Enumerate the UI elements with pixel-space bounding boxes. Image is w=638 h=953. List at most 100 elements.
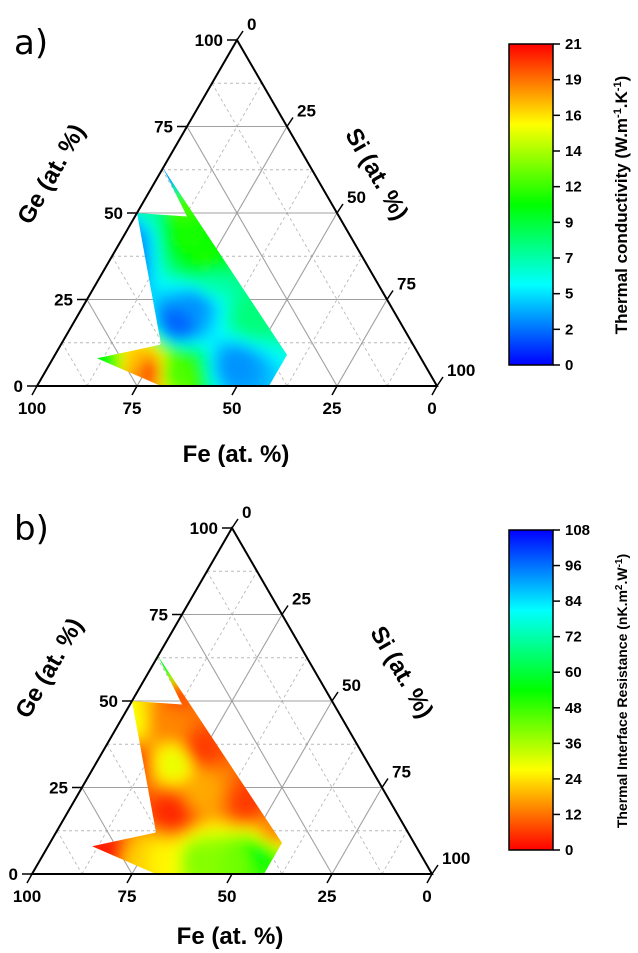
ge-tick-label: 25	[54, 291, 73, 310]
fe-tick-mark	[131, 385, 138, 396]
colorbar-tick-label: 60	[565, 664, 582, 681]
ternary-ticks-b: 100 0 0 75 25 25 50 50 50 25 75 75 0 100 100	[9, 503, 471, 906]
si-tick-mark	[436, 376, 444, 387]
si-tick-mark	[386, 290, 394, 300]
fe-tick-mark	[431, 385, 438, 396]
colorbar-b	[508, 529, 554, 851]
si-tick-mark	[431, 864, 439, 875]
si-tick-label: 75	[392, 763, 411, 782]
ge-tick-label: 50	[99, 692, 118, 711]
si-tick-mark	[281, 605, 289, 615]
colorbar-tick-label: 14	[565, 143, 582, 160]
colorbar-tick-label: 12	[565, 179, 582, 196]
contour-region-a	[97, 168, 287, 386]
colorbar-tick-label: 5	[565, 286, 573, 303]
fe-tick-mark	[231, 385, 238, 396]
colorbar-a	[508, 43, 554, 366]
colorbar-tick-label: 21	[565, 36, 582, 53]
ge-tick-label: 75	[154, 118, 173, 137]
colorbar-tick-label: 72	[565, 629, 582, 646]
grid-line-si-62.5	[286, 256, 363, 387]
ge-axis-label-a: Ge (at. %)	[12, 120, 91, 229]
colorbar-title-b: Thermal Interface Resistance (nK.m2.W-1)	[614, 554, 630, 828]
si-tick-mark	[286, 117, 294, 127]
si-tick-label: 100	[442, 849, 470, 868]
ternary-chart-a: a) 100 0 0 75 25 25 50 50 50 25 75 75 0 100 100 Fe (at…	[0, 0, 638, 470]
colorbar-tick-label: 84	[565, 593, 582, 610]
si-tick-label: 50	[342, 676, 361, 695]
si-tick-mark	[236, 30, 244, 41]
fe-tick-label: 50	[218, 887, 237, 906]
colorbar-tick-label: 48	[565, 700, 582, 717]
fe-tick-label: 100	[13, 887, 41, 906]
fe-tick-label: 25	[323, 399, 342, 418]
colorbar-tick-label: 24	[565, 771, 582, 788]
grid-line-si-87.5	[381, 830, 408, 875]
grid-line-fe-87.5	[61, 342, 88, 387]
si-tick-label: 0	[247, 15, 256, 34]
grid-line-si-87.5	[386, 342, 413, 387]
colorbar-ticks-b: 0 12 24 36 48 60 72 84 96 108	[553, 522, 590, 859]
ge-tick-label: 0	[9, 865, 18, 884]
si-tick-label: 75	[397, 275, 416, 294]
grid-line-si-75	[336, 299, 388, 387]
fe-tick-label: 25	[318, 887, 337, 906]
colorbar-tick-label: 9	[565, 214, 573, 231]
colorbar-tick-label: 12	[565, 806, 582, 823]
si-tick-mark	[381, 778, 389, 788]
ternary-ticks-a: 100 0 0 75 25 25 50 50 50 25 75 75 0 100 100	[14, 15, 476, 418]
fe-tick-label: 0	[422, 887, 431, 906]
ge-tick-label: 50	[104, 204, 123, 223]
fe-tick-mark	[326, 873, 333, 884]
ternary-chart-b: b) 100 0 0 75 25 25 50 50 50 25 75 75 0 100 100 Fe (at…	[0, 476, 638, 953]
ge-tick-label: 0	[14, 377, 23, 396]
ge-tick-label: 25	[49, 779, 68, 798]
si-axis-label-a: Si (at. %)	[339, 124, 413, 225]
ge-axis-label-b: Ge (at. %)	[10, 614, 89, 723]
grid-line-si-62.5	[281, 744, 358, 875]
fe-tick-label: 100	[18, 399, 46, 418]
fe-tick-mark	[426, 873, 433, 884]
colorbar-tick-label: 0	[565, 842, 573, 859]
grid-line-fe-12.5	[206, 571, 383, 875]
fe-tick-mark	[331, 385, 338, 396]
si-tick-label: 25	[292, 590, 311, 609]
si-tick-label: 25	[297, 102, 316, 121]
ge-tick-label: 75	[149, 606, 168, 625]
fe-tick-label: 50	[223, 399, 242, 418]
fe-tick-mark	[226, 873, 233, 884]
colorbar-tick-label: 7	[565, 250, 573, 267]
si-tick-mark	[231, 518, 239, 529]
fe-tick-label: 0	[427, 399, 436, 418]
ge-tick-label: 100	[190, 519, 218, 538]
colorbar-tick-label: 2	[565, 321, 573, 338]
si-tick-label: 50	[347, 188, 366, 207]
fe-tick-mark	[126, 873, 133, 884]
colorbar-tick-label: 16	[565, 107, 582, 124]
si-tick-mark	[331, 691, 339, 702]
fe-axis-label-a: Fe (at. %)	[183, 441, 290, 468]
colorbar-tick-label: 96	[565, 558, 582, 575]
grid-line-fe-62.5	[106, 744, 183, 875]
colorbar-tick-label: 36	[565, 735, 582, 752]
si-axis-label-b: Si (at. %)	[364, 622, 438, 723]
fe-tick-label: 75	[118, 887, 137, 906]
colorbar-title-a: Thermal conductivity (W.m-1.K-1)	[612, 76, 631, 335]
si-tick-mark	[336, 203, 344, 214]
panel-label-b: b)	[14, 509, 49, 549]
fe-tick-mark	[31, 385, 38, 396]
colorbar-tick-label: 0	[565, 357, 573, 374]
fe-tick-mark	[26, 873, 33, 884]
si-tick-label: 0	[242, 503, 251, 522]
fe-axis-label-b: Fe (at. %)	[177, 923, 284, 950]
contour-region-b	[92, 656, 282, 874]
si-tick-label: 100	[447, 361, 475, 380]
panel-label-a: a)	[14, 23, 48, 63]
grid-line-fe-12.5	[211, 83, 388, 387]
ge-tick-label: 100	[195, 31, 223, 50]
fe-tick-label: 75	[123, 399, 142, 418]
grid-line-fe-87.5	[56, 830, 83, 875]
grid-line-fe-62.5	[111, 256, 188, 387]
colorbar-tick-label: 19	[565, 72, 582, 89]
